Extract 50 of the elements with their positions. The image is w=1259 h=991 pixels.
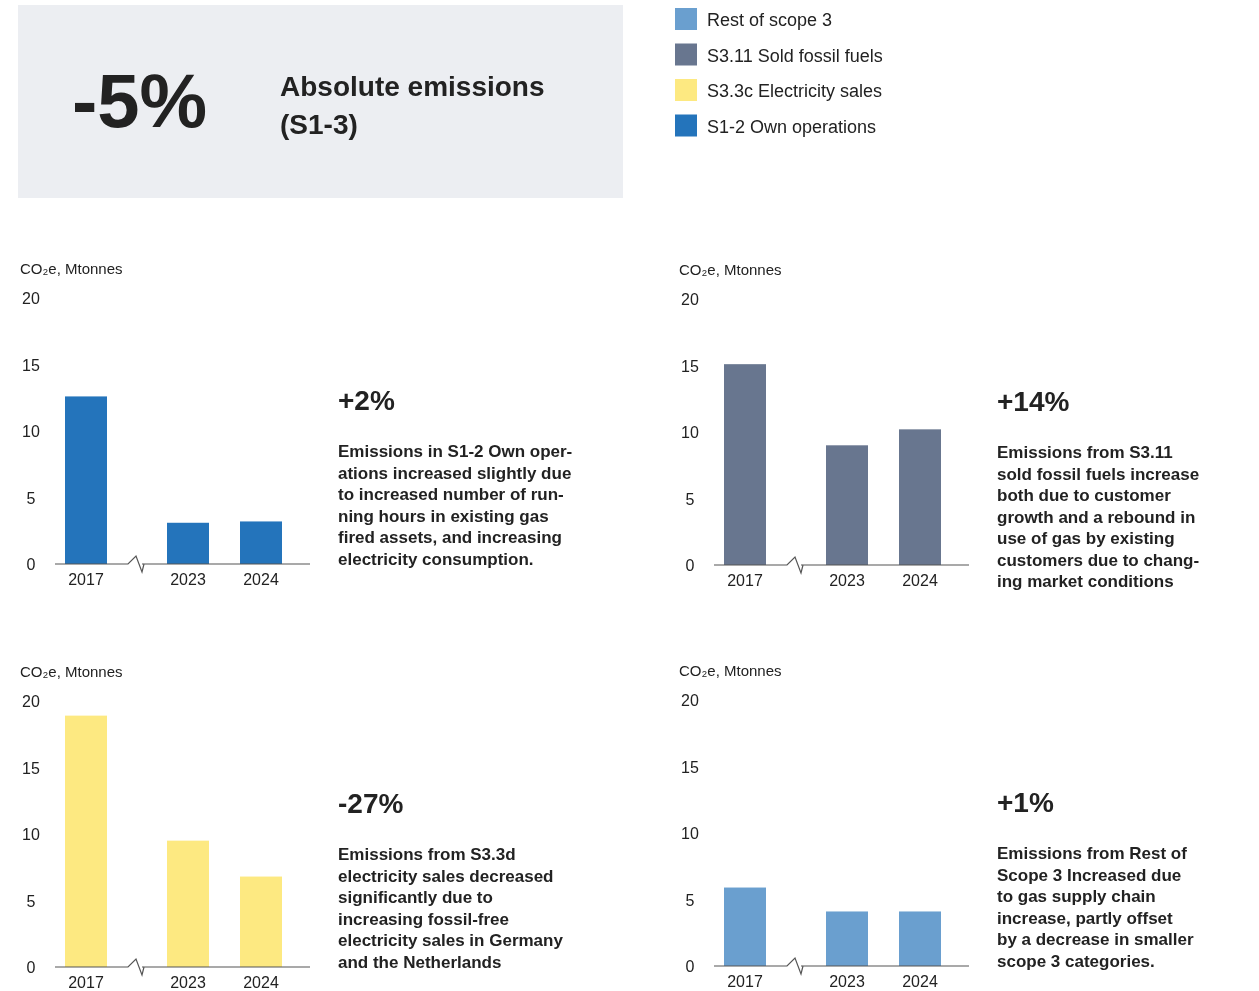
y-tick-label: 5 [685, 490, 695, 508]
text: +14% [997, 386, 1070, 417]
x-tick-label: 2017 [68, 974, 104, 991]
x-tick-label: 2017 [727, 572, 763, 589]
y-tick-label: 5 [685, 891, 695, 909]
y-tick-label: 15 [681, 758, 699, 776]
y-axis-title: CO₂e, Mtonnes [20, 663, 123, 680]
y-axis-title: CO₂e, Mtonnes [20, 260, 123, 277]
text: -5% [72, 58, 208, 143]
legend-label: S1-2 Own operations [707, 116, 877, 137]
legend-label: S3.3c Electricity sales [707, 81, 883, 101]
text: Absolute emissions (S1-3) [280, 71, 545, 140]
text: Emissions in S1-2 Own oper- ations increased slightly due to increased number of run- ning hours in existing gas fired assets, and increasing electricity consumption. [338, 442, 573, 569]
y-tick-label: 0 [26, 556, 36, 573]
y-axis-title: CO₂e, Mtonnes [679, 261, 782, 278]
x-tick-label: 2024 [243, 571, 279, 588]
y-tick-label: 0 [685, 557, 695, 574]
y-tick-label: 20 [22, 290, 40, 307]
y-tick-label: 15 [22, 759, 40, 777]
y-tick-label: 15 [681, 357, 699, 375]
y-tick-label: 10 [681, 424, 699, 441]
x-tick-label: 2017 [727, 973, 763, 990]
x-tick-label: 2024 [902, 973, 938, 990]
text: Emissions from Rest of Scope 3 Increased due to gas supply chain increase, partly offset by a decrease in smaller scope 3 categories. [997, 844, 1194, 971]
y-tick-label: 5 [26, 892, 36, 910]
x-tick-label: 2024 [902, 572, 938, 589]
x-tick-label: 2023 [170, 571, 206, 588]
x-tick-label: 2024 [243, 974, 279, 991]
x-tick-label: 2023 [170, 974, 206, 991]
text: -27% [338, 788, 404, 819]
x-tick-label: 2017 [68, 571, 104, 588]
legend-label: S3.11 Sold fossil fuels [707, 45, 883, 66]
y-axis-title: CO₂e, Mtonnes [679, 662, 782, 679]
y-tick-label: 20 [681, 291, 699, 308]
x-tick-label: 2023 [829, 973, 865, 990]
text: +1% [997, 787, 1054, 818]
y-tick-label: 5 [26, 489, 36, 507]
text: +2% [338, 385, 395, 416]
y-tick-label: 20 [681, 692, 699, 709]
y-tick-label: 0 [685, 958, 695, 975]
y-tick-label: 15 [22, 356, 40, 374]
text: Emissions from S3.3d electricity sales decreased significantly due to increasing fossil-free electricity sales in Germany and the Netherlands [338, 845, 564, 972]
y-tick-label: 0 [26, 959, 36, 976]
y-tick-label: 10 [22, 826, 40, 843]
y-tick-label: 10 [22, 423, 40, 440]
y-tick-label: 20 [22, 693, 40, 710]
legend-label: Rest of scope 3 [707, 10, 833, 30]
y-tick-label: 10 [681, 825, 699, 842]
x-tick-label: 2023 [829, 572, 865, 589]
text: Emissions from S3.11 sold fossil fuels increase both due to customer growth and a rebound in use of gas by existing customers due to chang- ing market conditions [997, 443, 1200, 591]
